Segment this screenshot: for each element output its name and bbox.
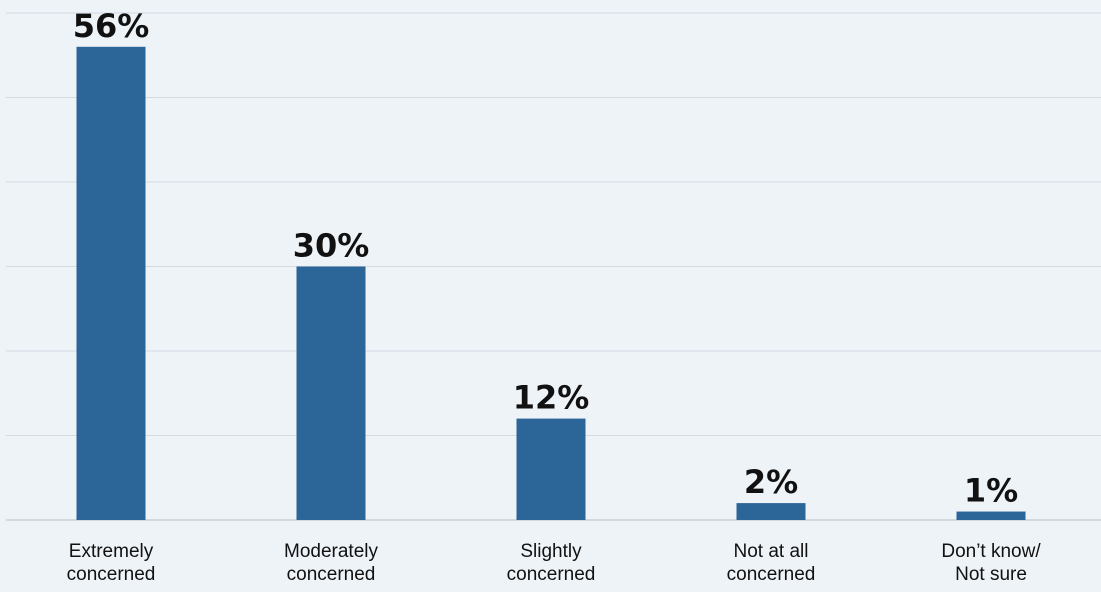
category-label-line: Extremely: [69, 541, 154, 562]
category-tick-label: Not at all concerned: [727, 541, 816, 585]
category-tick-label: Don’t know/Not sure: [941, 541, 1041, 585]
data-label: 56%: [73, 7, 150, 45]
data-label: 30%: [293, 227, 370, 265]
bar: [516, 418, 586, 520]
bars: [76, 46, 1026, 521]
category-label-line: concerned: [287, 564, 376, 585]
category-label-line: concerned: [507, 564, 596, 585]
category-tick-label: Extremely concerned: [67, 541, 156, 585]
category-tick-label: Slightly concerned: [507, 541, 596, 585]
data-label: 2%: [744, 463, 798, 501]
bar: [956, 511, 1026, 520]
bar: [76, 46, 146, 521]
category-tick-label: Moderately concerned: [284, 541, 378, 585]
value-labels: 56% 30% 12% 2% 1%: [73, 7, 1018, 510]
category-label-line: Not sure: [955, 564, 1027, 585]
bar: [296, 266, 366, 520]
category-label-line: Slightly: [520, 541, 582, 562]
category-label-line: concerned: [727, 564, 816, 585]
bar: [736, 503, 806, 520]
category-label-line: Not at all: [734, 541, 809, 562]
category-label-line: Don’t know/: [941, 541, 1041, 562]
data-label: 1%: [964, 472, 1018, 510]
data-label: 12%: [513, 379, 590, 417]
category-label-line: Moderately: [284, 541, 378, 562]
category-label-line: concerned: [67, 564, 156, 585]
